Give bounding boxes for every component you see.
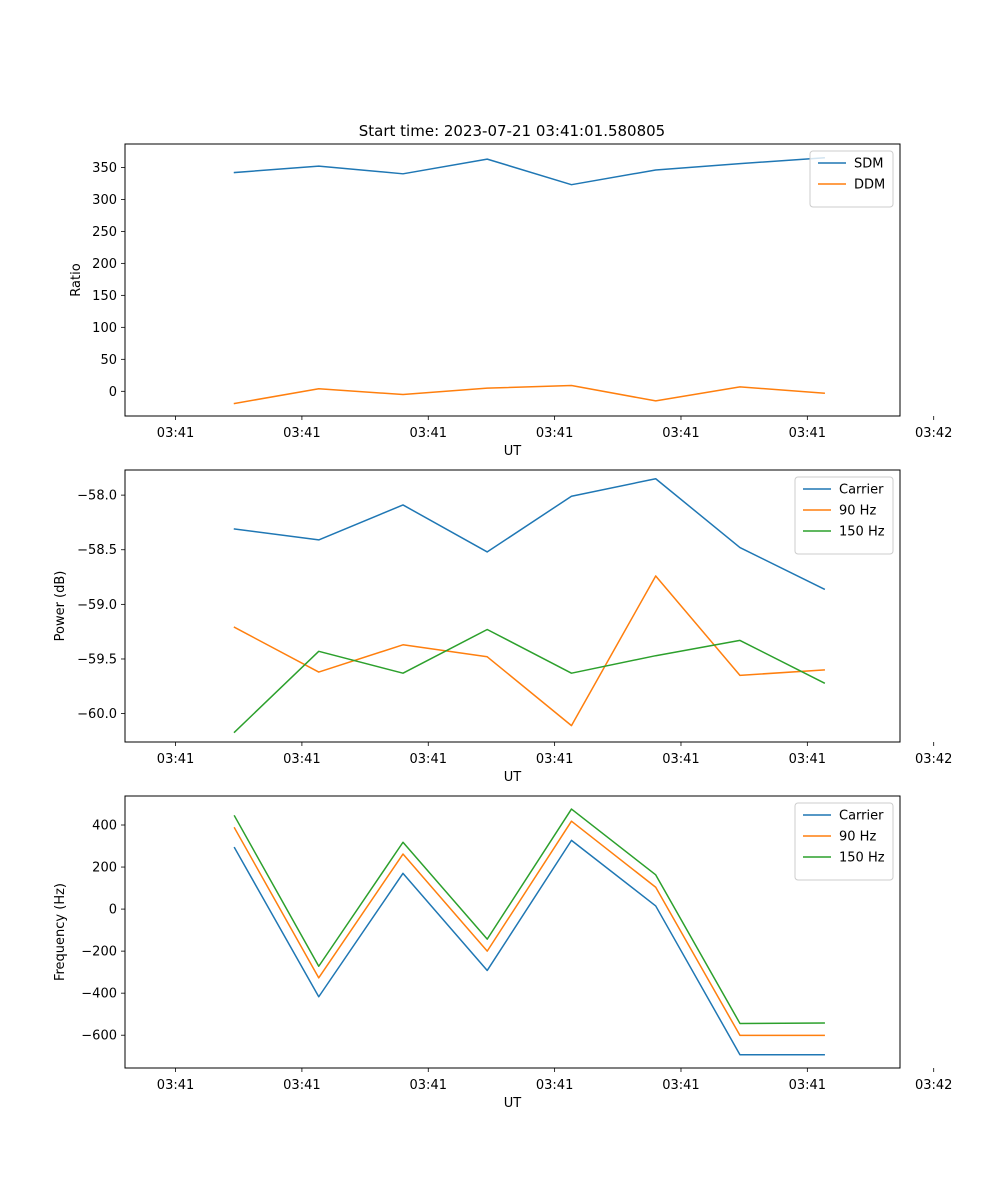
ratio-y-tick-label: 350 [92,161,117,176]
ratio-series-ddm [233,384,825,405]
chart-panels: 03:41 03:41 03:41 03:41 03:41 03:41 03:42 0 50 10… [53,143,952,1111]
frequency-series-90-hz [233,820,825,1037]
frequency-y-tick-label: 400 [92,819,117,834]
frequency-x-tick-label: 03:41 [157,1078,194,1093]
frequency-x-tick-label: 03:41 [789,1078,826,1093]
panel-frequency: 03:41 03:41 03:41 03:41 03:41 03:41 03:42 −600 −… [53,795,952,1111]
power-legend-label: 150 Hz [839,525,885,540]
ratio-x-tick-label: 03:41 [283,426,320,441]
ratio-y-tick-label: 200 [92,257,117,272]
frequency-y-tick-label: −400 [81,987,117,1002]
ratio-y-tick-label: 0 [109,385,117,400]
power-series-90-hz [233,575,825,727]
frequency-y-tick-label: −600 [81,1029,117,1044]
frequency-legend-box [794,802,894,881]
power-x-tick-label: 03:41 [789,752,826,767]
frequency-x-tick-label: 03:41 [662,1078,699,1093]
power-x-tick-label: 03:42 [915,752,952,767]
ratio-x-tick-label: 03:41 [662,426,699,441]
power-x-tick-label: 03:41 [157,752,194,767]
figure-title: Start time: 2023-07-21 03:41:01.580805 [359,122,665,140]
frequency-series-carrier [233,839,825,1056]
power-legend-box [794,476,894,555]
frequency-y-axis-label: Frequency (Hz) [53,883,68,981]
frequency-legend-label: 90 Hz [839,830,876,845]
power-x-tick-label: 03:41 [410,752,447,767]
frequency-x-axis-label: UT [504,1096,522,1111]
ratio-axes-frame [124,143,901,417]
ratio-legend-label: SDM [854,157,883,172]
power-y-tick-label: −60.0 [77,707,117,722]
frequency-x-tick-label: 03:41 [410,1078,447,1093]
frequency-series-150-hz [233,808,825,1025]
ratio-series-sdm [233,157,825,186]
power-y-tick-label: −59.0 [77,598,117,613]
power-x-tick-label: 03:41 [536,752,573,767]
panel-ratio: 03:41 03:41 03:41 03:41 03:41 03:41 03:42 0 50 10… [69,143,952,459]
power-legend-label: Carrier [839,483,884,498]
ratio-y-tick-label: 100 [92,321,117,336]
ratio-legend-box [809,150,894,208]
frequency-x-tick-label: 03:41 [536,1078,573,1093]
power-y-tick-label: −58.5 [77,543,117,558]
panel-power: 03:41 03:41 03:41 03:41 03:41 03:41 03:42 −60.0… [53,469,952,785]
frequency-y-tick-label: 200 [92,861,117,876]
ratio-legend: SDM DDM [809,150,894,208]
power-series-carrier [233,477,826,591]
ratio-x-tick-label: 03:41 [157,426,194,441]
frequency-legend: Carrier 90 Hz 150 Hz [794,802,894,881]
power-y-axis-label: Power (dB) [53,571,68,642]
power-x-tick-label: 03:41 [283,752,320,767]
power-series-150-hz [233,628,826,734]
power-x-axis-label: UT [504,770,522,785]
power-y-tick-label: −58.0 [77,489,117,504]
frequency-axes-frame [124,795,901,1069]
power-legend: Carrier 90 Hz 150 Hz [794,476,894,555]
ratio-x-tick-label: 03:41 [789,426,826,441]
ratio-y-tick-label: 300 [92,193,117,208]
power-axes-frame [124,469,901,743]
power-legend-label: 90 Hz [839,504,876,519]
ratio-x-tick-label: 03:42 [915,426,952,441]
frequency-x-tick-label: 03:41 [283,1078,320,1093]
ratio-y-tick-label: 250 [92,225,117,240]
frequency-y-tick-label: 0 [109,903,117,918]
ratio-x-tick-label: 03:41 [410,426,447,441]
frequency-x-tick-label: 03:42 [915,1078,952,1093]
ratio-x-axis-label: UT [504,444,522,459]
ratio-y-axis-label: Ratio [69,263,84,296]
ratio-y-tick-label: 150 [92,289,117,304]
frequency-legend-label: Carrier [839,809,884,824]
frequency-legend-label: 150 Hz [839,851,885,866]
power-y-tick-label: −59.5 [77,652,117,667]
power-x-tick-label: 03:41 [662,752,699,767]
ratio-y-tick-label: 50 [100,353,117,368]
ratio-legend-label: DDM [854,178,885,193]
frequency-y-tick-label: −200 [81,945,117,960]
ratio-x-tick-label: 03:41 [536,426,573,441]
